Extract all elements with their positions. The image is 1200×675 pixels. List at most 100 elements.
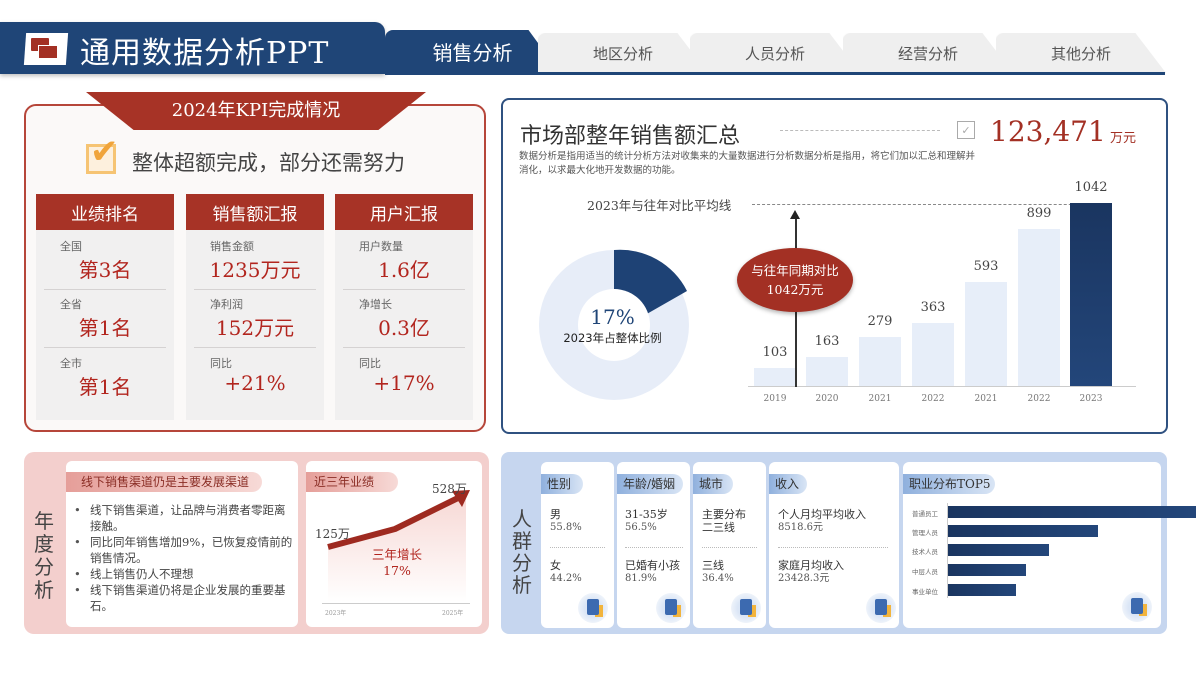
market-unit: 万元 <box>1110 131 1137 146</box>
trend-pill: 近三年业绩 <box>306 472 398 492</box>
kpi-row: 全省第1名 <box>44 290 166 348</box>
bar-year: 2021 <box>974 394 998 404</box>
job-label: 中层人员 <box>912 568 938 576</box>
kpi-column-header: 用户汇报 <box>335 194 473 230</box>
kpi-row: 同比 +21% <box>194 349 316 407</box>
trend-start-value: 125万 <box>315 527 350 541</box>
kpi-column-header: 业绩排名 <box>36 194 174 230</box>
donut-segment <box>614 249 687 315</box>
donut-label: 2023年占整体比例 <box>563 331 662 345</box>
bar-year: 2019 <box>763 394 787 404</box>
item-value: 44.2% <box>550 573 582 584</box>
tab-staff[interactable]: 人员分析 <box>690 33 860 73</box>
item-key: 31-35岁 <box>625 508 668 521</box>
item-value: 55.8% <box>550 522 582 533</box>
kpi-value: 1235万元 <box>209 258 301 282</box>
bar-year: 2022 <box>1027 394 1051 404</box>
trend-growth: 三年增长 17% <box>352 547 442 579</box>
checkbox-icon: ✓ <box>957 121 975 139</box>
card-item: 已婚有小孩 81.9% <box>625 559 680 585</box>
bar-year: 2023 <box>1079 394 1103 404</box>
kpi-row: 全市 第1名 <box>44 349 166 407</box>
dotted-divider <box>625 547 683 548</box>
bar-2021 <box>859 337 901 386</box>
trend-x-label: 2025年 <box>442 610 464 617</box>
trend-arrow <box>327 490 470 550</box>
bar-2022b <box>1018 229 1060 386</box>
card-item: 男 55.8% <box>550 508 582 534</box>
card-item: 女 44.2% <box>550 559 582 585</box>
bar-value: 163 <box>814 334 840 349</box>
bar-year: 2020 <box>815 394 839 404</box>
kpi-value: +21% <box>224 371 286 395</box>
arrow-up-icon <box>790 210 800 219</box>
check-mark-icon: ✔ <box>90 132 119 172</box>
kpi-value: 1.6亿 <box>378 258 430 282</box>
item-key: 男 <box>550 508 561 521</box>
bar-year: 2021 <box>868 394 892 404</box>
bar-value: 103 <box>762 345 788 360</box>
item-value: 23428.3元 <box>778 573 830 584</box>
comparison-oval: 与往年同期对比 1042万元 <box>737 248 853 312</box>
tab-region[interactable]: 地区分析 <box>538 33 708 73</box>
item-key: 主要分布 <box>702 508 746 521</box>
kpi-label: 同比 <box>210 357 232 370</box>
average-line <box>752 204 1112 205</box>
item-key: 个人月均平均收入 <box>778 508 866 521</box>
bar-value: 279 <box>867 314 893 329</box>
bar-2022 <box>912 323 954 386</box>
kpi-row: 净利润 152万元 <box>194 290 316 348</box>
kpi-column-users: 用户汇报 用户数量 1.6亿 净增长 0.3亿 同比 +17% <box>335 194 473 420</box>
kpi-value: 0.3亿 <box>378 316 430 340</box>
kpi-value: +17% <box>373 371 435 395</box>
illustration-icon <box>578 593 608 623</box>
trend-growth-value: 17% <box>383 563 411 578</box>
tab-operations[interactable]: 经营分析 <box>843 33 1013 73</box>
card-item: 主要分布 二三线 <box>702 508 746 534</box>
card-item: 31-35岁 56.5% <box>625 508 668 534</box>
kpi-label: 净增长 <box>359 298 392 311</box>
illustration-icon <box>656 593 686 623</box>
bar-2020 <box>806 357 848 386</box>
illustration-icon <box>866 593 896 623</box>
dotted-divider <box>550 547 605 548</box>
chart-baseline <box>748 386 1136 387</box>
tab-other[interactable]: 其他分析 <box>996 33 1166 73</box>
kpi-label: 用户数量 <box>359 240 403 253</box>
kpi-label: 全省 <box>60 298 82 311</box>
kpi-label: 全市 <box>60 357 82 370</box>
bullet-item: 线下销售渠道仍将是企业发展的重要基石。 <box>72 582 296 614</box>
card-pill: 收入 <box>769 474 807 494</box>
bar-2023 <box>1070 203 1112 386</box>
trend-axis <box>322 603 470 604</box>
oval-line1: 与往年同期对比 <box>751 263 839 278</box>
kpi-column-ranking: 业绩排名 全国 第3名 全省 第1名 全市 第1名 <box>36 194 174 420</box>
oval-line2: 1042万元 <box>766 282 824 297</box>
item-key: 女 <box>550 559 561 572</box>
annual-pill: 线下销售渠道仍是主要发展渠道 <box>66 472 262 492</box>
kpi-column-header: 销售额汇报 <box>186 194 324 230</box>
kpi-row: 用户数量 1.6亿 <box>343 232 465 290</box>
kpi-value: 第1名 <box>78 316 132 340</box>
card-item: 三线 36.4% <box>702 559 734 585</box>
kpi-value: 第3名 <box>78 258 132 282</box>
bullet-item: 线下销售渠道，让品牌与消费者零距离接触。 <box>72 502 296 534</box>
donut-percent: 17% <box>590 305 635 329</box>
bar-value: 363 <box>920 300 946 315</box>
bar-2019 <box>754 368 796 386</box>
job-label: 普通员工 <box>912 510 938 518</box>
kpi-value: 152万元 <box>215 316 295 340</box>
kpi-row: 销售金额 1235万元 <box>194 232 316 290</box>
market-description: 数据分析是指用适当的统计分析方法对收集来的大量数据进行分析数据分析是指用，将它们… <box>519 151 976 176</box>
bar-value: 593 <box>973 259 999 274</box>
tab-sales[interactable]: 销售分析 <box>385 30 560 73</box>
item-value: 8518.6元 <box>778 522 823 533</box>
divider <box>780 130 940 131</box>
item-key: 家庭月均收入 <box>778 559 844 572</box>
bar-year: 2022 <box>921 394 945 404</box>
job-bar <box>948 506 1196 518</box>
kpi-title: 2024年KPI完成情况 <box>171 100 341 121</box>
card-pill: 职业分布TOP5 <box>903 474 995 494</box>
trend-x-label: 2023年 <box>325 610 347 617</box>
trend-end-value: 528万 <box>432 482 467 496</box>
